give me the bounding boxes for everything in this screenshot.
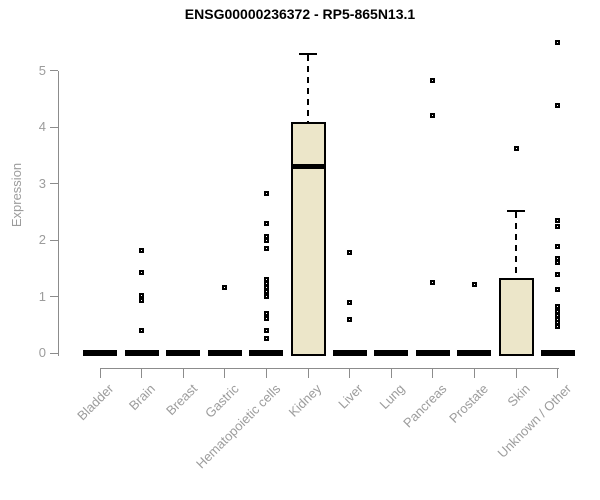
y-tick-label: 5	[38, 62, 46, 78]
outlier-point	[555, 103, 561, 109]
y-tick-label: 1	[38, 288, 46, 304]
x-tick-label: Brain	[126, 381, 159, 414]
y-axis-tick	[50, 70, 58, 72]
outlier-point	[263, 245, 269, 251]
x-tick-label: Kidney	[285, 381, 325, 420]
box	[498, 278, 534, 357]
x-tick-label: Breast	[162, 381, 200, 419]
y-tick-label: 4	[38, 119, 46, 135]
x-axis-tick	[349, 368, 351, 378]
outlier-point	[555, 324, 561, 330]
outlier-point	[222, 284, 228, 290]
outlier-point	[347, 317, 353, 323]
outlier-point	[139, 297, 145, 303]
x-axis-tick	[473, 368, 475, 378]
outlier-point	[347, 299, 353, 305]
y-axis-line	[57, 70, 59, 356]
y-tick-label: 0	[38, 345, 46, 361]
outlier-point	[139, 269, 145, 275]
outlier-point	[263, 233, 269, 239]
x-tick-label: Unknown / Other	[494, 381, 575, 461]
outlier-point	[263, 220, 269, 226]
y-axis-tick	[50, 126, 58, 128]
outlier-point	[555, 255, 561, 261]
outlier-point	[139, 247, 145, 253]
outlier-point	[430, 113, 436, 119]
outlier-point	[555, 217, 561, 223]
x-axis-tick	[182, 368, 184, 378]
outlier-point	[555, 286, 561, 292]
outlier-point	[430, 78, 436, 84]
x-tick-label: Gastric	[201, 381, 242, 421]
outlier-point	[139, 293, 145, 299]
outlier-point	[471, 282, 477, 288]
whisker-line	[307, 54, 309, 122]
x-axis-tick	[432, 368, 434, 378]
x-tick-label: Liver	[335, 381, 367, 412]
x-axis-tick	[224, 368, 226, 378]
outlier-point	[263, 315, 269, 321]
zero-median-bar	[332, 350, 367, 357]
median-line	[292, 164, 324, 170]
outlier-point	[555, 304, 561, 310]
zero-median-bar	[249, 350, 284, 357]
outlier-point	[263, 310, 269, 316]
outlier-point	[555, 243, 561, 249]
zero-median-bar	[457, 350, 492, 357]
whisker-cap	[299, 52, 317, 55]
y-axis-tick	[50, 352, 58, 354]
outlier-point	[347, 250, 353, 256]
outlier-point	[555, 223, 561, 229]
x-tick-label: Prostate	[446, 381, 492, 426]
y-axis-tick	[50, 296, 58, 298]
y-tick-label: 3	[38, 175, 46, 191]
x-axis-tick	[99, 368, 101, 378]
outlier-point	[263, 289, 269, 295]
chart-title: ENSG00000236372 - RP5-865N13.1	[184, 6, 416, 22]
outlier-point	[263, 190, 269, 196]
outlier-point	[139, 327, 145, 333]
outlier-point	[263, 335, 269, 341]
zero-median-bar	[124, 350, 159, 357]
outlier-point	[513, 145, 519, 151]
y-axis-tick	[50, 183, 58, 185]
whisker-line	[515, 211, 517, 279]
outlier-point	[263, 238, 269, 244]
x-tick-label: Pancreas	[399, 381, 450, 431]
y-tick-label: 2	[38, 232, 46, 248]
zero-median-bar	[540, 350, 575, 357]
x-axis-tick	[307, 368, 309, 378]
zero-median-bar	[166, 350, 201, 357]
outlier-point	[555, 260, 561, 266]
x-axis-tick	[265, 368, 267, 378]
y-axis-tick	[50, 239, 58, 241]
zero-median-bar	[415, 350, 450, 357]
outlier-point	[263, 293, 269, 299]
zero-median-bar	[83, 350, 117, 357]
x-axis-tick	[515, 368, 517, 378]
outlier-point	[555, 272, 561, 278]
x-tick-label: Skin	[504, 381, 533, 410]
x-axis-line	[99, 368, 559, 369]
whisker-cap	[507, 209, 525, 212]
zero-median-bar	[207, 350, 242, 357]
x-axis-tick	[557, 368, 559, 378]
x-tick-label: Lung	[376, 381, 408, 413]
zero-median-bar	[374, 350, 409, 357]
outlier-point	[555, 39, 561, 45]
outlier-point	[430, 280, 436, 286]
x-axis-tick	[390, 368, 392, 378]
outlier-point	[555, 308, 561, 314]
outlier-point	[263, 327, 269, 333]
box	[290, 121, 326, 357]
x-axis-tick	[141, 368, 143, 378]
x-tick-label: Bladder	[74, 381, 117, 424]
